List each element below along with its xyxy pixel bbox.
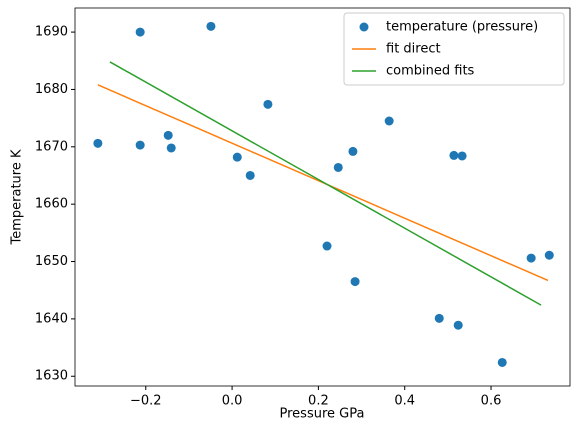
point [166, 143, 176, 153]
y-tick-label: 1670 [35, 139, 68, 154]
y-tick-label: 1690 [35, 25, 68, 40]
line [109, 61, 542, 306]
point [333, 162, 343, 172]
point [245, 170, 255, 180]
point [322, 241, 332, 251]
legend-label: combined fits [386, 64, 475, 79]
point [163, 130, 173, 140]
point [544, 250, 554, 260]
x-tick-label: 0.6 [481, 394, 502, 409]
point [350, 277, 360, 287]
point [232, 152, 242, 162]
legend-box [343, 12, 565, 86]
point [348, 146, 358, 156]
legend-label: temperature (pressure) [386, 20, 538, 35]
point [434, 313, 444, 323]
point [135, 140, 145, 150]
point [384, 116, 394, 126]
legend-marker [359, 22, 369, 32]
point [449, 150, 459, 160]
x-axis-label: Pressure GPa [280, 407, 365, 422]
y-tick-label: 1680 [35, 82, 68, 97]
y-axis-label: Temperature K [10, 149, 25, 245]
point [206, 21, 216, 31]
point [135, 27, 145, 37]
x-tick-label: 0.4 [394, 394, 415, 409]
point [457, 151, 467, 161]
y-tick-label: 1650 [35, 254, 68, 269]
point [497, 357, 507, 367]
legend-label: fit direct [386, 42, 441, 57]
y-tick-label: 1630 [35, 369, 68, 384]
point [526, 253, 536, 263]
x-tick-label: 0.0 [222, 394, 243, 409]
point [453, 320, 463, 330]
point [93, 138, 103, 148]
x-tick-label: −0.2 [130, 394, 162, 409]
y-tick-label: 1640 [35, 311, 68, 326]
point [263, 99, 273, 109]
plot-frame [74, 7, 571, 387]
x-tick-label: 0.2 [308, 394, 329, 409]
y-tick-label: 1660 [35, 197, 68, 212]
